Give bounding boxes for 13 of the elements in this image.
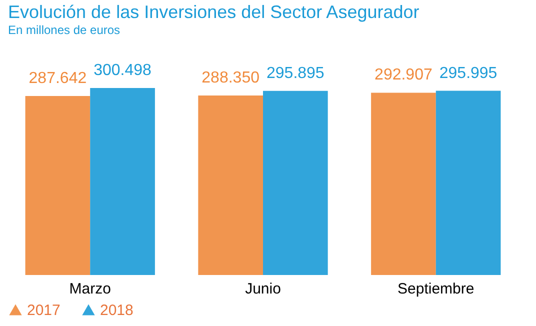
x-tick-label: Septiembre — [398, 280, 474, 298]
data-label: 292.907 — [374, 66, 432, 84]
data-label: 287.642 — [28, 70, 87, 87]
chart-subtitle: En millones de euros — [8, 23, 120, 37]
data-label: 295.995 — [439, 64, 498, 82]
x-tick-label: Junio — [245, 280, 281, 298]
chart-title: Evolución de las Inversiones del Sector Asegurador — [8, 2, 420, 22]
data-label: 300.498 — [94, 62, 152, 79]
data-label: 288.350 — [202, 70, 260, 87]
legend-label: 2017 — [27, 302, 60, 319]
legend-label: 2018 — [100, 302, 134, 319]
data-label: 295.895 — [266, 64, 324, 82]
x-tick-label: Marzo — [69, 280, 111, 298]
